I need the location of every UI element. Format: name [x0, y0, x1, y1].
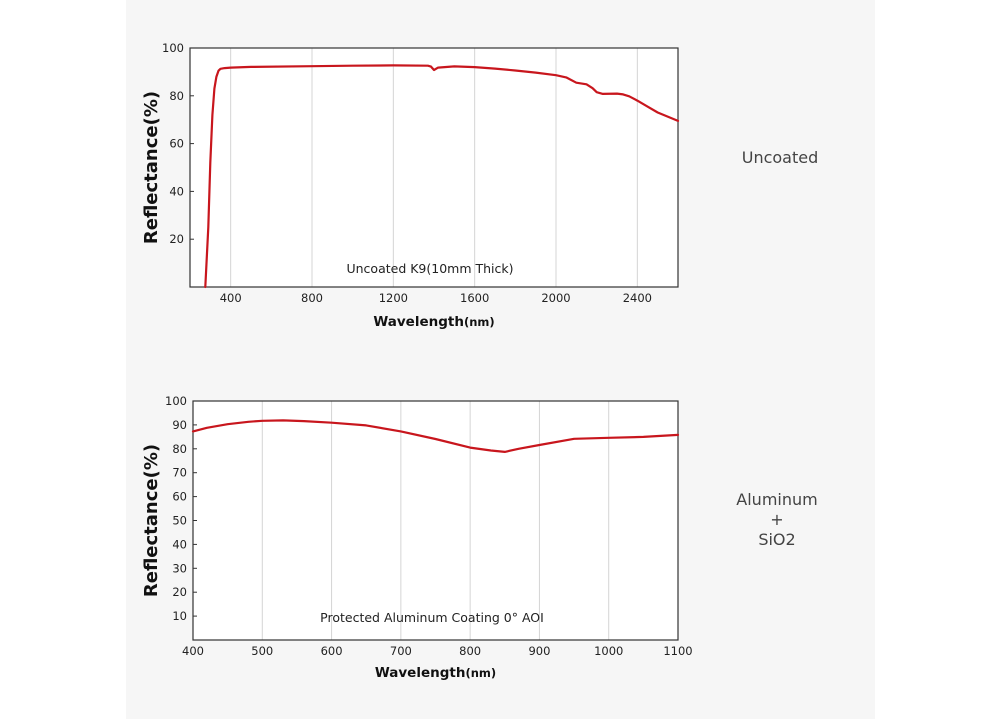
x-axis-unit: (nm): [464, 315, 495, 329]
y-tick-label: 80: [169, 89, 184, 103]
x-tick-label: 800: [301, 291, 323, 305]
y-tick-label: 60: [172, 490, 187, 504]
y-tick-label: 100: [165, 394, 187, 408]
x-tick-label: 2000: [541, 291, 570, 305]
side-label-line: +: [770, 510, 784, 529]
y-tick-label: 20: [169, 232, 184, 246]
side-label-aluminum-sio2: Aluminum + SiO2: [722, 490, 832, 550]
x-tick-label: 600: [321, 644, 343, 658]
x-tick-label: 1000: [594, 644, 623, 658]
plot-area: [193, 401, 678, 640]
axis-frame: [189, 47, 679, 288]
side-label-uncoated: Uncoated: [730, 148, 830, 168]
x-tick-label: 2400: [623, 291, 652, 305]
reflectance-line: [191, 419, 680, 453]
x-tick-label: 900: [528, 644, 550, 658]
chart-annotation: Uncoated K9(10mm Thick): [346, 261, 513, 276]
y-tick-label: 70: [172, 466, 187, 480]
x-axis-unit: (nm): [465, 666, 496, 680]
y-tick-label: 100: [162, 41, 184, 55]
y-axis-title: Reflectance(%): [141, 444, 162, 597]
x-axis-title-text: Wavelength: [375, 665, 466, 681]
y-axis-title: Reflectance(%): [141, 91, 162, 244]
side-label-line: SiO2: [758, 530, 796, 549]
side-label-line: Aluminum: [736, 490, 818, 509]
x-axis-title-text: Wavelength: [373, 314, 464, 330]
y-tick-label: 10: [172, 609, 187, 623]
y-tick-label: 90: [172, 418, 187, 432]
x-tick-label: 700: [390, 644, 412, 658]
y-tick-label: 40: [169, 184, 184, 198]
x-axis-title: Wavelength(nm): [375, 665, 496, 681]
y-tick-label: 50: [172, 514, 187, 528]
chart-protected-aluminum: 10 20 30 40 50 60 70 80 90 100 400 500 600 700 800 900 1…: [141, 394, 693, 681]
x-tick-label: 1600: [460, 291, 489, 305]
x-axis-title: Wavelength(nm): [373, 314, 494, 330]
x-tick-label: 500: [251, 644, 273, 658]
y-tick-label: 80: [172, 442, 187, 456]
y-tick-label: 60: [169, 137, 184, 151]
y-tick-label: 30: [172, 561, 187, 575]
x-tick-label: 1200: [379, 291, 408, 305]
y-tick-label: 40: [172, 537, 187, 551]
x-tick-label: 400: [182, 644, 204, 658]
y-tick-label: 20: [172, 585, 187, 599]
reflectance-line: [204, 64, 680, 289]
plot-area: [190, 48, 678, 287]
chart-annotation: Protected Aluminum Coating 0° AOI: [320, 610, 544, 625]
x-tick-label: 1100: [663, 644, 692, 658]
x-tick-label: 800: [459, 644, 481, 658]
side-label-line: Uncoated: [741, 148, 819, 167]
x-tick-label: 400: [220, 291, 242, 305]
chart-uncoated-k9: 20 40 60 80 100 400 800 1200 1600 2000 2400 Wavelen…: [141, 41, 680, 330]
